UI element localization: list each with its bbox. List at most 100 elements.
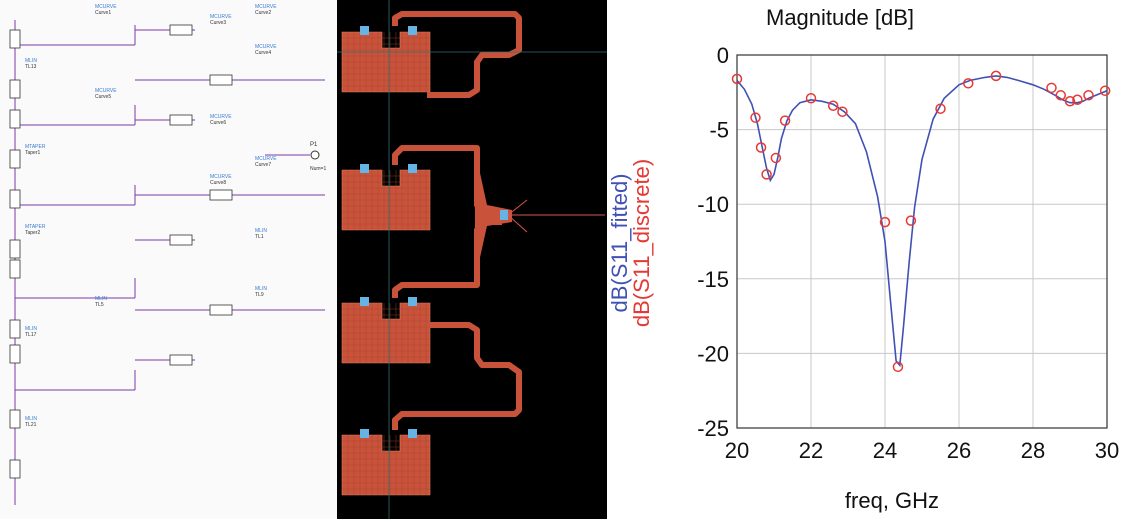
- y-tick-label: 0: [717, 43, 729, 68]
- via-pad: [360, 297, 369, 306]
- component-name: Curve2: [255, 10, 271, 16]
- antenna-patch-4: [341, 429, 431, 496]
- port-label: P1: [310, 142, 318, 148]
- series-line-s11-fitted: [736, 75, 1108, 368]
- x-tick-label: 28: [1021, 438, 1045, 463]
- component-type: MCURVE: [95, 4, 117, 10]
- schematic-line-element: [9, 319, 21, 339]
- marker-s11-discrete: [1072, 94, 1083, 106]
- component-name: TL13: [25, 64, 37, 70]
- feed-line-diag: [507, 199, 528, 216]
- schematic-line-element: [9, 109, 21, 129]
- component-name: Curve5: [95, 94, 111, 100]
- marker-s11-discrete: [935, 103, 946, 114]
- port-sub-label: Num=1: [310, 166, 326, 172]
- marker-s11-discrete: [761, 169, 772, 180]
- component-type: MCURVE: [210, 14, 232, 20]
- marker-s11-discrete: [827, 100, 839, 111]
- marker-s11-discrete: [770, 152, 782, 164]
- component-type: MLIN: [25, 58, 37, 64]
- y-tick-label: -20: [697, 341, 729, 366]
- feed-trace-lower: [392, 219, 502, 298]
- component-name: Curve3: [210, 20, 226, 26]
- feed-trace-bottom: [392, 322, 522, 430]
- x-tick-label: 22: [799, 438, 823, 463]
- schematic-line-element: [9, 409, 21, 429]
- schematic-drawing: P1Num=1MCURVECurve1MCURVECurve2MCURVECur…: [9, 4, 326, 505]
- marker-s11-discrete: [750, 112, 761, 123]
- component-name: TL17: [25, 332, 37, 338]
- via-pad: [360, 26, 369, 35]
- schematic-line-element: [9, 79, 21, 99]
- x-axis-label: freq, GHz: [845, 488, 939, 513]
- schematic-line-element: [9, 149, 21, 169]
- component-type: MLIN: [95, 296, 107, 302]
- x-tick-label: 26: [947, 438, 971, 463]
- component-name: TL5: [95, 302, 104, 308]
- component-name: TL1: [255, 234, 264, 240]
- via-pad: [360, 429, 369, 438]
- y-axis-label-fitted: dB(S11_fitted): [607, 173, 632, 312]
- schematic-tline: [209, 189, 233, 201]
- y-tick-label: -5: [709, 118, 729, 143]
- schematic-line-element: [9, 29, 21, 49]
- antenna-patch-3: [341, 297, 431, 364]
- schematic-tline: [169, 114, 193, 126]
- schematic-tline: [209, 304, 233, 316]
- component-type: MCURVE: [210, 174, 232, 180]
- s11-chart: Magnitude [dB] freq, GHz dB(S11_fitted) …: [607, 0, 1130, 519]
- component-name: TL9: [255, 292, 264, 298]
- schematic-line-element: [9, 344, 21, 364]
- component-type: MLIN: [25, 416, 37, 422]
- component-type: MLIN: [255, 286, 267, 292]
- marker-s11-discrete: [779, 115, 791, 126]
- component-type: MTAPER: [25, 144, 46, 150]
- schematic-line-element: [9, 189, 21, 209]
- antenna-patch-2: [341, 164, 431, 231]
- chart-svg: Magnitude [dB] freq, GHz dB(S11_fitted) …: [607, 5, 1119, 513]
- component-name: TL21: [25, 422, 37, 428]
- marker-s11-discrete: [755, 142, 767, 153]
- schematic-panel: P1 Num=1 MCURVE Curve1 MCURVE Curve2 MCURVE Cur…: [0, 0, 338, 519]
- y-axis-label-discrete: dB(S11_discrete): [629, 159, 654, 327]
- marker-s11-discrete: [905, 215, 917, 226]
- schematic-line-element: [9, 259, 21, 279]
- via-pad: [408, 297, 417, 306]
- schematic-tline: [169, 24, 193, 36]
- marker-s11-discrete: [1083, 90, 1094, 101]
- via-pad: [408, 26, 417, 35]
- y-tick-label: -15: [697, 267, 729, 292]
- y-tick-label: -10: [697, 192, 729, 217]
- via-pad: [408, 429, 417, 438]
- component-name: Curve6: [210, 120, 226, 126]
- component-name: Curve8: [210, 180, 226, 186]
- marker-s11-discrete: [805, 93, 817, 104]
- schematic-tline: [169, 234, 193, 246]
- schematic-tline: [209, 74, 233, 86]
- component-type: MCURVE: [255, 156, 277, 162]
- component-type: MCURVE: [255, 4, 277, 10]
- marker-s11-discrete: [1099, 85, 1111, 97]
- chart-title: Magnitude [dB]: [766, 5, 914, 30]
- marker-s11-discrete: [837, 106, 848, 117]
- component-type: MCURVE: [95, 88, 117, 94]
- schematic-tline: [169, 354, 193, 366]
- marker-s11-discrete: [963, 78, 974, 89]
- component-type: MLIN: [25, 326, 37, 332]
- schematic-line-element: [9, 459, 21, 479]
- component-type: MLIN: [255, 228, 267, 234]
- component-name: Taper1: [25, 150, 41, 156]
- component-type: MCURVE: [210, 114, 232, 120]
- x-tick-label: 24: [873, 438, 897, 463]
- x-tick-label: 30: [1095, 438, 1119, 463]
- port-symbol: [310, 150, 320, 160]
- component-name: Curve4: [255, 50, 271, 56]
- plot-frame: [736, 54, 1108, 429]
- schematic-line-element: [9, 239, 21, 259]
- marker-s11-discrete: [1055, 90, 1066, 101]
- via-pad: [360, 164, 369, 173]
- antenna-patch-1: [341, 26, 431, 93]
- feed-port-pad: [500, 210, 508, 220]
- layout-panel: [337, 0, 607, 519]
- component-name: Curve7: [255, 162, 271, 168]
